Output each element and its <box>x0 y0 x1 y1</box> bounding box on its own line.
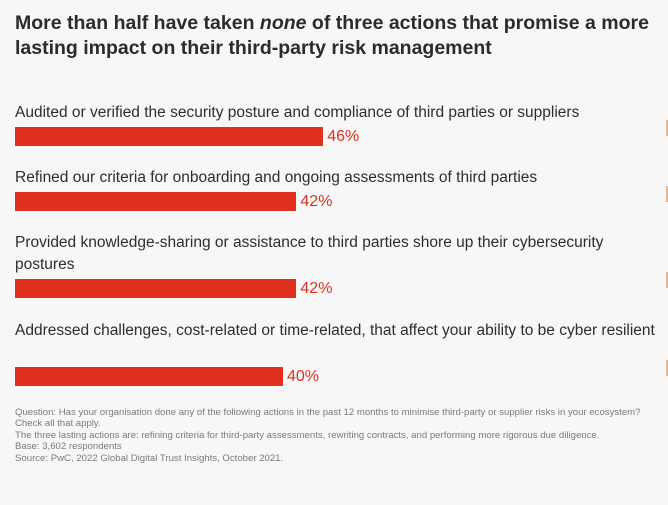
category-label: Audited or verified the security posture… <box>15 104 580 121</box>
edge-mark <box>666 186 668 202</box>
data-label: 42% <box>300 193 333 210</box>
data-label: 42% <box>300 280 333 297</box>
bar <box>15 192 297 211</box>
data-label: 40% <box>287 368 320 385</box>
category-label: Refined our criteria for onboarding and … <box>15 169 538 186</box>
edge-mark <box>666 360 668 376</box>
data-label: 46% <box>327 128 360 145</box>
bar <box>15 127 324 146</box>
base-note: Base: 3,602 respondents <box>15 441 122 453</box>
category-label: Addressed challenges, cost-related or ti… <box>15 322 655 339</box>
bar <box>15 279 297 298</box>
chart-title: More than half have taken none of three … <box>15 11 665 61</box>
edge-mark <box>666 272 668 288</box>
title-part-2: of three actions that promise a more las… <box>15 12 649 59</box>
title-emphasis: none <box>259 12 307 34</box>
chart-notes: Question: Has your organisation done any… <box>15 407 665 464</box>
question-note: Question: Has your organisation done any… <box>15 407 641 430</box>
lasting-actions-note: The three lasting actions are: refining … <box>15 429 600 441</box>
title-part-1: More than half have taken <box>15 12 260 34</box>
edge-mark <box>666 120 668 136</box>
source-note: Source: PwC, 2022 Global Digital Trust I… <box>15 452 284 464</box>
bar <box>15 367 283 386</box>
category-label: Provided knowledge-sharing or assistance… <box>15 234 604 273</box>
